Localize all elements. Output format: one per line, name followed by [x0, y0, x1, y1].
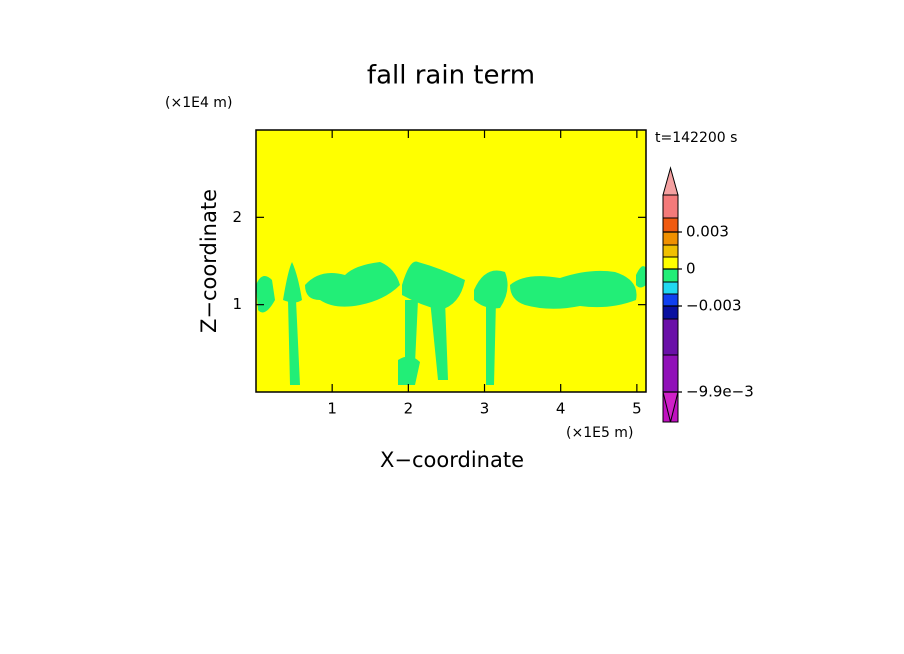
rain-region: [402, 261, 465, 310]
plot-frame: [255, 129, 647, 393]
rain-region: [256, 276, 275, 313]
colorbar-box: [662, 318, 679, 356]
colorbar-box: [662, 256, 679, 270]
x-axis-label: X−coordinate: [380, 448, 524, 472]
y-tick-label: 1: [232, 295, 242, 313]
rain-region: [305, 262, 400, 307]
colorbar-tick-label: 0.003: [686, 223, 729, 241]
colorbar-box: [662, 217, 679, 233]
rain-region: [283, 262, 302, 303]
y-axis-label: Z−coordinate: [197, 189, 221, 333]
field-background: [256, 130, 646, 392]
colorbar-box: [662, 244, 679, 258]
colorbar-box: [662, 305, 679, 320]
x-tick-label: 3: [480, 400, 490, 418]
rain-region: [430, 300, 448, 380]
colorbar-box: [662, 354, 679, 393]
rain-region: [486, 300, 496, 385]
plot-area: [255, 129, 647, 393]
x-tick-label: 5: [632, 400, 642, 418]
colorbar-tick-label: −0.003: [686, 297, 742, 315]
x-unit: (×1E5 m): [566, 425, 633, 441]
rain-region: [288, 300, 300, 385]
y-unit: (×1E4 m): [165, 95, 232, 111]
x-tick-label: 1: [327, 400, 337, 418]
colorbar-box: [662, 293, 679, 307]
rain-region: [636, 266, 646, 288]
colorbar-tick-label: −9.9e−3: [686, 383, 754, 401]
x-tick-label: 2: [404, 400, 414, 418]
rain-region: [510, 270, 637, 309]
time-annotation: t=142200 s: [655, 130, 737, 146]
colorbar-triangle: [662, 166, 679, 196]
colorbar-box: [662, 281, 679, 295]
y-tick-label: 2: [232, 208, 242, 226]
rain-region: [398, 356, 420, 385]
x-tick-label: 4: [556, 400, 566, 418]
colorbar-box: [662, 268, 679, 283]
rain-region: [474, 270, 508, 309]
chart-title: fall rain term: [367, 61, 535, 91]
colorbar-box: [662, 231, 679, 246]
colorbar-box: [662, 194, 679, 219]
colorbar-tick-label: 0: [686, 260, 696, 278]
